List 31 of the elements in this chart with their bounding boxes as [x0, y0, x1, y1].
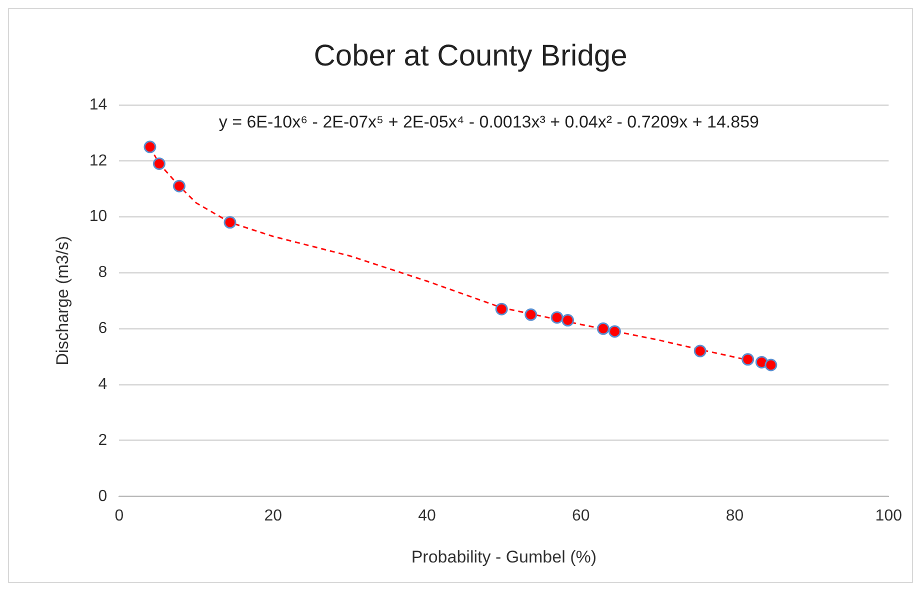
- point: [608, 325, 621, 338]
- point: [550, 311, 564, 324]
- y-tick-label: 12: [89, 152, 108, 170]
- y-tick-label: 0: [98, 488, 108, 505]
- x-tick-label: 100: [875, 507, 902, 524]
- point: [596, 322, 610, 335]
- point: [495, 302, 508, 316]
- x-tick-label: 80: [726, 507, 744, 524]
- point: [742, 353, 754, 366]
- y-axis-title: Discharge (m3/s): [52, 236, 72, 366]
- y-tick-label: 14: [89, 96, 108, 114]
- x-tick-label: 40: [418, 507, 436, 524]
- point: [524, 308, 538, 321]
- x-tick-label: 0: [114, 507, 124, 524]
- point: [144, 140, 156, 154]
- point: [562, 314, 574, 327]
- y-tick-label: 6: [98, 320, 108, 338]
- x-axis-title: Probability - Gumbel (%): [411, 547, 597, 566]
- x-tick-label: 60: [572, 507, 590, 524]
- y-tick-label: 4: [98, 376, 108, 393]
- point: [152, 157, 166, 170]
- point: [172, 180, 186, 192]
- point: [694, 344, 706, 358]
- y-tick-label: 10: [89, 208, 108, 226]
- point: [764, 358, 778, 372]
- y-tick-label: 2: [98, 432, 108, 449]
- point: [224, 216, 236, 229]
- y-tick-label: 8: [98, 264, 108, 282]
- chart-title: Cober at County Bridge: [314, 39, 628, 72]
- x-tick-label: 20: [264, 507, 282, 524]
- annotation: y = 6E-10x⁶ - 2E-07x⁵ + 2E-05x⁴ - 0.0013x³ + 0.04x² - 0.7209x + 14.859: [218, 112, 760, 132]
